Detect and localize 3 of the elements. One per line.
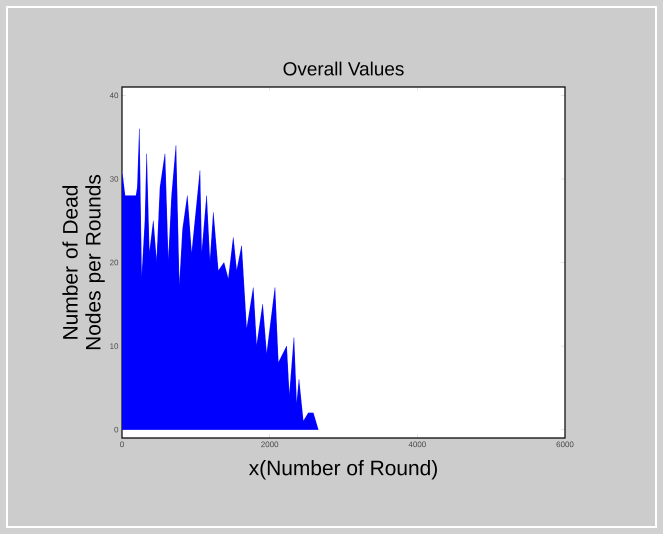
x-axis-title: x(Number of Round)	[248, 460, 437, 480]
y-axis-title: Number of Dead Nodes per Rounds	[62, 174, 105, 350]
chart-title: Overall Values	[284, 62, 404, 76]
